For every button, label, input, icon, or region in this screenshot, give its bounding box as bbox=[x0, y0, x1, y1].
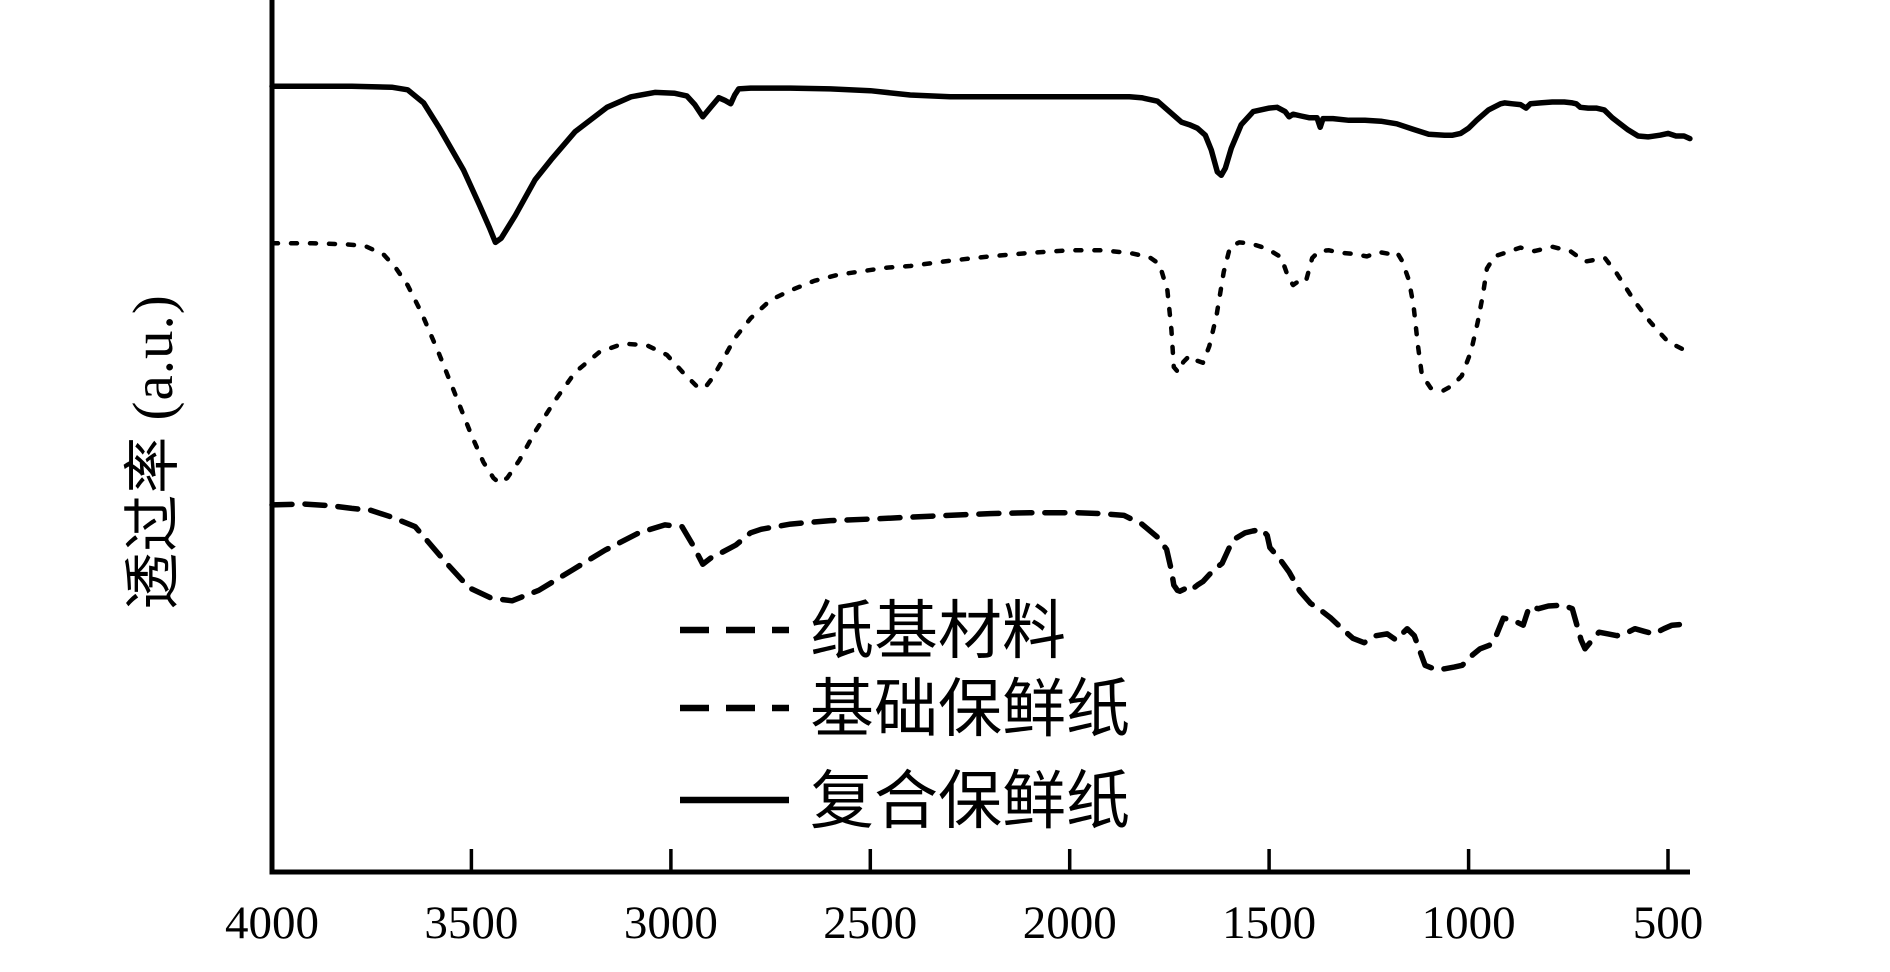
legend-label: 基础保鲜纸 bbox=[810, 674, 1130, 745]
legend-item-paper-base: 纸基材料 bbox=[680, 596, 1066, 667]
x-tick-label: 1000 bbox=[1422, 897, 1516, 949]
legend-label: 复合保鲜纸 bbox=[810, 766, 1130, 837]
x-tick-label: 2500 bbox=[823, 897, 917, 949]
legend: 纸基材料 基础保鲜纸 复合保鲜纸 bbox=[680, 596, 1130, 837]
x-tick-label: 3000 bbox=[624, 897, 718, 949]
spectrum-curve-2-dashed bbox=[269, 501, 1693, 673]
y-axis-label: 透过率 (a.u.) bbox=[122, 294, 185, 610]
legend-item-composite-freshness-paper: 复合保鲜纸 bbox=[680, 766, 1130, 837]
spectrum-curve-0-solid bbox=[269, 83, 1693, 246]
x-ticks bbox=[270, 849, 1670, 870]
x-tick-label: 4000 bbox=[225, 897, 319, 949]
axes: 4000 3500 3000 2500 2000 1500 1000 500 透… bbox=[122, 0, 1703, 949]
x-tick-label: 1500 bbox=[1222, 897, 1316, 949]
series-layer bbox=[269, 83, 1695, 673]
x-tick-label: 500 bbox=[1633, 897, 1704, 949]
legend-label: 纸基材料 bbox=[810, 596, 1066, 667]
x-tick-label: 3500 bbox=[424, 897, 518, 949]
spectrum-curve-1-dotted bbox=[269, 240, 1695, 486]
x-tick-labels: 4000 3500 3000 2500 2000 1500 1000 500 bbox=[225, 897, 1703, 949]
legend-item-basic-freshness-paper: 基础保鲜纸 bbox=[680, 674, 1130, 745]
x-tick-label: 2000 bbox=[1023, 897, 1117, 949]
